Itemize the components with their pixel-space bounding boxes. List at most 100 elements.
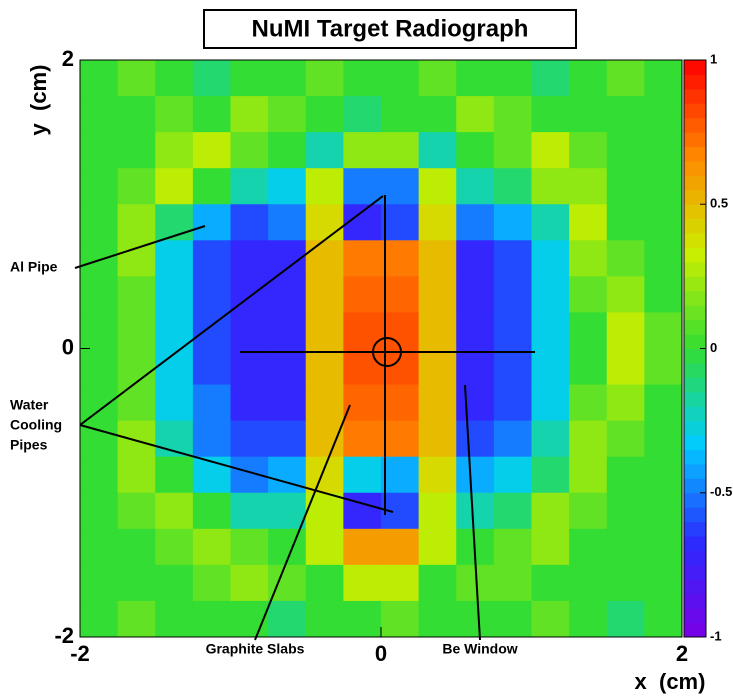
cell xyxy=(381,564,420,602)
cell xyxy=(305,600,344,638)
cell xyxy=(456,456,495,494)
cell xyxy=(531,60,570,97)
cell xyxy=(192,96,231,133)
cell xyxy=(117,132,156,169)
cell xyxy=(493,276,532,313)
cell xyxy=(493,132,532,169)
cell xyxy=(418,384,457,422)
cell xyxy=(268,456,307,494)
cell xyxy=(569,60,608,97)
cell xyxy=(343,384,382,422)
cell xyxy=(268,204,307,241)
cell xyxy=(456,240,495,277)
cell xyxy=(305,204,344,241)
cell xyxy=(268,600,307,638)
cell xyxy=(268,492,307,530)
cell xyxy=(569,600,608,638)
cell xyxy=(117,96,156,133)
cell xyxy=(381,240,420,277)
cell xyxy=(531,96,570,133)
cell xyxy=(606,276,645,313)
cell xyxy=(381,312,420,349)
y-tick-label: 0 xyxy=(62,334,74,359)
cell xyxy=(192,240,231,277)
cell xyxy=(192,420,231,458)
colorbar-segment xyxy=(684,132,706,148)
colorbar-segment xyxy=(684,319,706,335)
cell xyxy=(343,240,382,277)
cell xyxy=(493,384,532,422)
cell xyxy=(381,168,420,205)
cell xyxy=(456,492,495,530)
cell xyxy=(644,276,683,313)
cell xyxy=(418,420,457,458)
cell xyxy=(268,168,307,205)
cell xyxy=(456,96,495,133)
x-tick-label: -2 xyxy=(70,641,90,666)
cell xyxy=(343,564,382,602)
cell xyxy=(80,456,119,494)
cell xyxy=(155,132,194,169)
cell xyxy=(569,132,608,169)
cell xyxy=(606,492,645,530)
colorbar-segment xyxy=(684,622,706,638)
cell xyxy=(192,132,231,169)
cell xyxy=(644,420,683,458)
cell xyxy=(606,456,645,494)
colorbar-segment xyxy=(684,579,706,595)
cell xyxy=(381,456,420,494)
annotation: Cooling xyxy=(10,417,62,433)
colorbar-segment xyxy=(684,233,706,249)
cell xyxy=(117,240,156,277)
cell xyxy=(268,132,307,169)
cell xyxy=(531,132,570,169)
cell xyxy=(192,168,231,205)
cell xyxy=(305,132,344,169)
cell xyxy=(155,276,194,313)
colorbar-segment xyxy=(684,593,706,609)
cell xyxy=(268,384,307,422)
leader-line xyxy=(464,384,481,641)
cell xyxy=(531,456,570,494)
colorbar-segment xyxy=(684,608,706,624)
colorbar-segment xyxy=(684,146,706,162)
cell xyxy=(569,492,608,530)
colorbar-segment xyxy=(684,305,706,321)
cell xyxy=(456,60,495,97)
cell xyxy=(456,384,495,422)
cell xyxy=(456,204,495,241)
cell xyxy=(456,600,495,638)
cell xyxy=(493,348,532,386)
cell xyxy=(644,96,683,133)
colorbar-segment xyxy=(684,550,706,566)
cell xyxy=(80,384,119,422)
cell xyxy=(230,240,269,277)
cell xyxy=(305,456,344,494)
cell xyxy=(343,60,382,97)
cell xyxy=(381,600,420,638)
cell xyxy=(155,384,194,422)
cell xyxy=(343,492,382,530)
cell xyxy=(192,348,231,386)
cell xyxy=(456,348,495,386)
cell xyxy=(155,240,194,277)
cell xyxy=(80,528,119,566)
cell xyxy=(493,492,532,530)
cell xyxy=(569,348,608,386)
cell xyxy=(418,348,457,386)
cell xyxy=(418,168,457,205)
cell xyxy=(418,600,457,638)
cell xyxy=(305,276,344,313)
colorbar-segment xyxy=(684,521,706,537)
cell xyxy=(606,204,645,241)
cell xyxy=(569,276,608,313)
colorbar-tick-label: 1 xyxy=(710,51,717,66)
cell xyxy=(531,600,570,638)
cell xyxy=(117,492,156,530)
cell xyxy=(381,528,420,566)
cell xyxy=(381,204,420,241)
cell xyxy=(343,168,382,205)
cell xyxy=(268,564,307,602)
x-tick-label: 0 xyxy=(375,641,387,666)
